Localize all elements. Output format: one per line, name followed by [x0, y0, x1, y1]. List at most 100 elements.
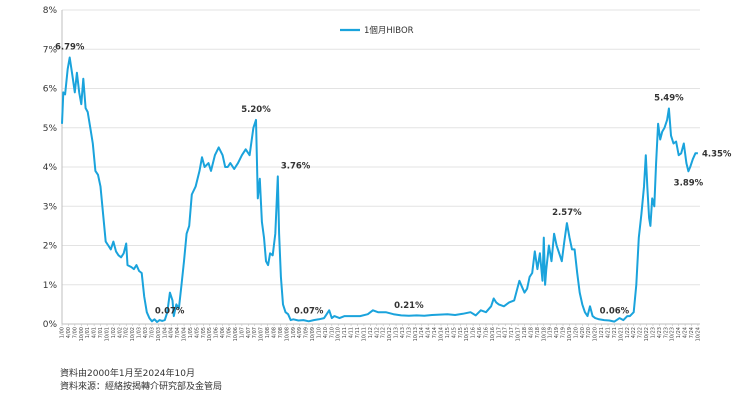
x-tick-label: 10/19	[567, 327, 573, 341]
x-tick-label: 1/16	[471, 327, 477, 338]
x-tick-label: 7/23	[663, 327, 669, 338]
x-tick-label: 7/16	[483, 327, 489, 338]
x-tick-label: 7/14	[432, 327, 438, 338]
series-layer	[61, 56, 698, 323]
x-tick-label: 1/09	[291, 327, 297, 338]
x-tick-label: 7/02	[124, 327, 130, 338]
x-tick-label: 4/10	[323, 327, 329, 338]
x-tick-label: 7/04	[175, 327, 181, 338]
x-tick-label: 1/07	[239, 327, 245, 338]
y-tick-label: 3%	[43, 202, 58, 212]
y-gridlines	[62, 9, 700, 325]
x-tick-label: 7/20	[586, 327, 592, 338]
x-tick-label: 1/12	[368, 327, 374, 338]
x-tick-label: 4/22	[631, 327, 637, 338]
x-tick-label: 1/13	[394, 327, 400, 338]
x-tick-label: 10/03	[156, 327, 162, 341]
x-tick-label: 4/02	[117, 327, 123, 338]
x-tick-label: 7/21	[612, 327, 618, 338]
x-tick-label: 7/15	[458, 327, 464, 338]
footnote-source: 資料來源：經絡按揭轉介研究部及金管局	[60, 382, 223, 392]
x-tick-label: 1/21	[599, 327, 605, 338]
x-tick-label: 10/13	[413, 327, 419, 341]
y-tick-label: 8%	[43, 6, 58, 16]
y-tick-label: 4%	[43, 163, 58, 173]
x-tick-label: 4/11	[349, 327, 355, 338]
y-tick-label: 1%	[43, 281, 58, 291]
x-tick-label: 1/02	[111, 327, 117, 338]
x-tick-label: 1/06	[214, 327, 220, 338]
x-tick-label: 10/18	[541, 327, 547, 341]
x-tick-label: 10/24	[695, 327, 701, 341]
x-tick-label: 7/17	[509, 327, 515, 338]
x-tick-label: 4/23	[657, 327, 663, 338]
x-tick-label: 1/17	[496, 327, 502, 338]
x-tick-label: 1/01	[85, 327, 91, 338]
x-tick-label: 7/05	[201, 327, 207, 338]
x-tick-label: 1/19	[548, 327, 554, 338]
x-tick-label: 10/15	[464, 327, 470, 341]
x-tick-label: 10/20	[593, 327, 599, 341]
x-tick-label: 10/11	[361, 327, 367, 341]
footnotes: 資料由2000年1月至2024年10月 資料來源：經絡按揭轉介研究部及金管局	[60, 368, 222, 394]
y-tick-label: 7%	[43, 45, 58, 55]
x-tick-label: 1/18	[522, 327, 528, 338]
x-tick-label: 1/08	[265, 327, 271, 338]
x-tick-label: 1/10	[316, 327, 322, 338]
x-tick-label: 10/16	[490, 327, 496, 341]
x-tick-label: 10/01	[104, 327, 110, 341]
x-tick-label: 4/17	[503, 327, 509, 338]
peak-label: 0.21%	[394, 301, 424, 311]
peak-label: 3.76%	[281, 161, 311, 171]
x-tick-label: 10/07	[259, 327, 265, 341]
x-tick-label: 4/21	[606, 327, 612, 338]
x-tick-label: 1/11	[342, 327, 348, 338]
x-tick-label: 10/02	[130, 327, 136, 341]
x-tick-label: 4/14	[426, 327, 432, 338]
x-tick-label: 10/06	[233, 327, 239, 341]
y-tick-label: 2%	[43, 242, 58, 252]
x-tick-label: 4/09	[297, 327, 303, 338]
x-tick-label: 10/09	[310, 327, 316, 341]
x-tick-label: 1/23	[650, 327, 656, 338]
x-tick-label: 4/13	[400, 327, 406, 338]
peak-label: 5.49%	[654, 94, 684, 104]
x-tick-label: 7/09	[304, 327, 310, 338]
peak-label: 6.79%	[55, 42, 85, 52]
x-tick-label: 7/10	[329, 327, 335, 338]
x-tick-label: 10/14	[438, 327, 444, 341]
x-tick-label: 1/14	[419, 327, 425, 338]
x-tick-label: 4/00	[66, 327, 72, 338]
peak-label: 0.06%	[600, 307, 630, 317]
legend-label: 1個月HIBOR	[364, 25, 414, 36]
x-tick-label: 10/00	[79, 327, 85, 341]
footnote-date-range: 資料由2000年1月至2024年10月	[60, 369, 195, 379]
x-tick-label: 4/03	[143, 327, 149, 338]
x-tick-label: 10/05	[207, 327, 213, 341]
peak-label: 0.07%	[155, 306, 185, 316]
peak-label: 3.89%	[674, 178, 704, 188]
x-tick-label: 4/16	[477, 327, 483, 338]
y-tick-label: 5%	[43, 124, 58, 134]
x-tick-label: 1/05	[188, 327, 194, 338]
x-tick-label: 4/08	[271, 327, 277, 338]
x-tick-label: 10/04	[182, 327, 188, 341]
x-tick-label: 10/17	[516, 327, 522, 341]
x-tick-label: 4/05	[194, 327, 200, 338]
x-tick-label: 1/00	[60, 327, 66, 338]
x-tick-label: 7/13	[406, 327, 412, 338]
x-tick-label: 10/10	[336, 327, 342, 341]
x-tick-label: 7/06	[227, 327, 233, 338]
x-tick-label: 4/01	[92, 327, 98, 338]
x-tick-label: 4/12	[374, 327, 380, 338]
peak-label: 0.07%	[294, 306, 324, 316]
peak-label: 5.20%	[241, 105, 271, 115]
x-tick-label: 1/24	[676, 327, 682, 338]
x-tick-label: 4/04	[169, 327, 175, 338]
x-tick-label: 10/23	[670, 327, 676, 341]
x-tick-label: 7/11	[355, 327, 361, 338]
x-tick-label: 7/00	[72, 327, 78, 338]
x-tick-label: 7/24	[689, 327, 695, 338]
x-tick-label: 1/20	[573, 327, 579, 338]
peak-label: 4.35%	[702, 149, 732, 159]
